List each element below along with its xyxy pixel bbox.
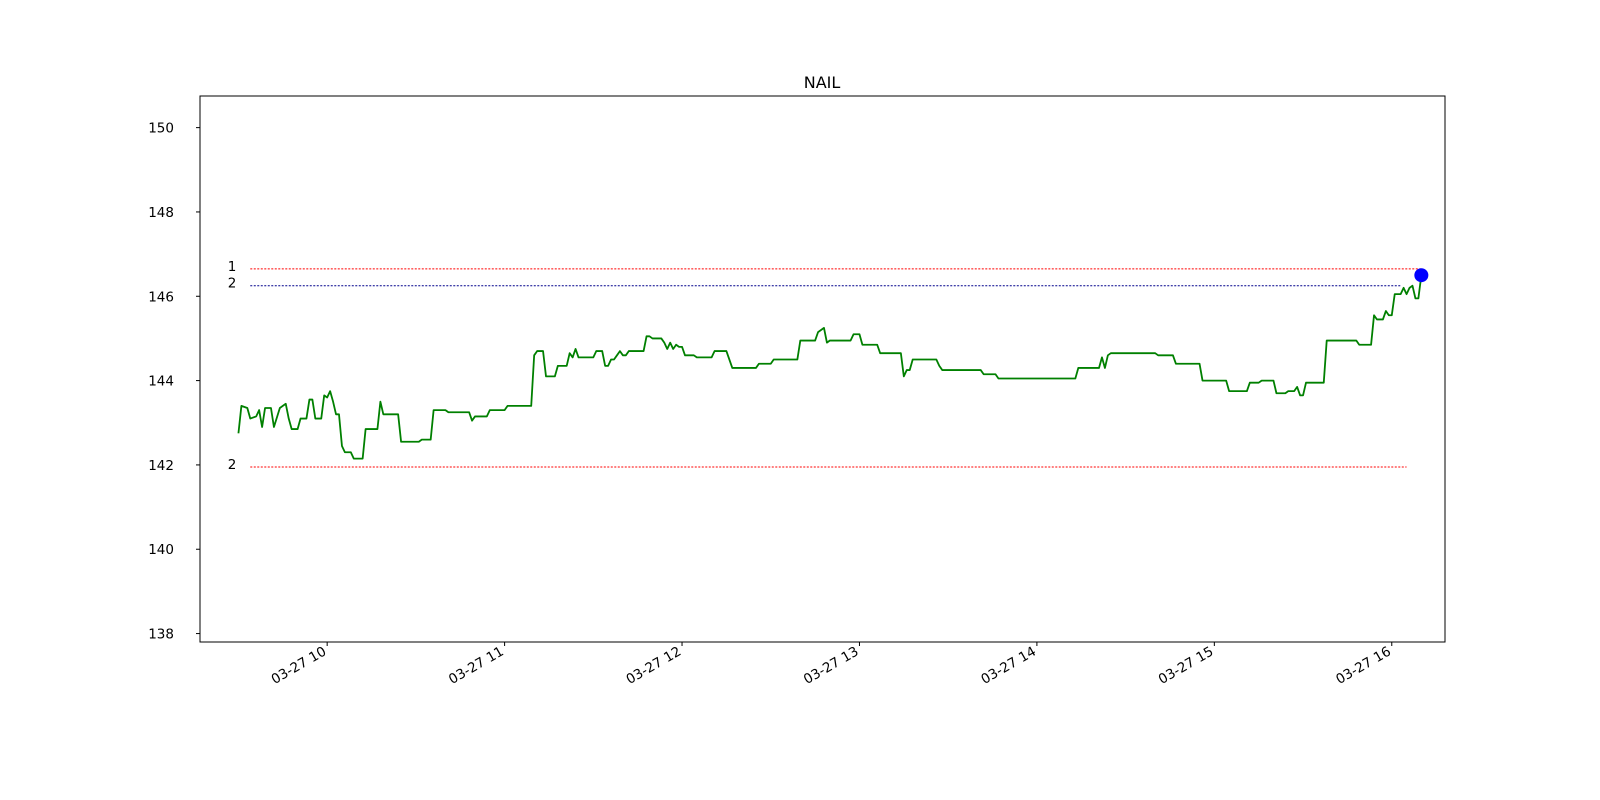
y-tick-label-148: 148 bbox=[148, 205, 174, 221]
y-tick-label-142: 142 bbox=[148, 458, 174, 474]
y-axis: 138 140 142 144 146 148 150 bbox=[148, 121, 200, 643]
level-label-3: 2 bbox=[228, 457, 237, 473]
y-tick-label-146: 146 bbox=[148, 289, 174, 305]
plot-area: 122 bbox=[228, 259, 1429, 473]
level-label-1: 1 bbox=[228, 259, 237, 275]
y-tick-label-138: 138 bbox=[148, 627, 174, 643]
y-tick-label-144: 144 bbox=[148, 374, 174, 390]
y-tick-label-140: 140 bbox=[148, 542, 174, 558]
level-label-2: 2 bbox=[228, 276, 237, 292]
last-price-marker bbox=[1414, 268, 1429, 283]
price-line-series-1 bbox=[237, 275, 1423, 460]
plot-frame bbox=[199, 95, 1446, 643]
chart-title: NAIL bbox=[804, 73, 841, 92]
y-tick-label-150: 150 bbox=[148, 121, 174, 137]
